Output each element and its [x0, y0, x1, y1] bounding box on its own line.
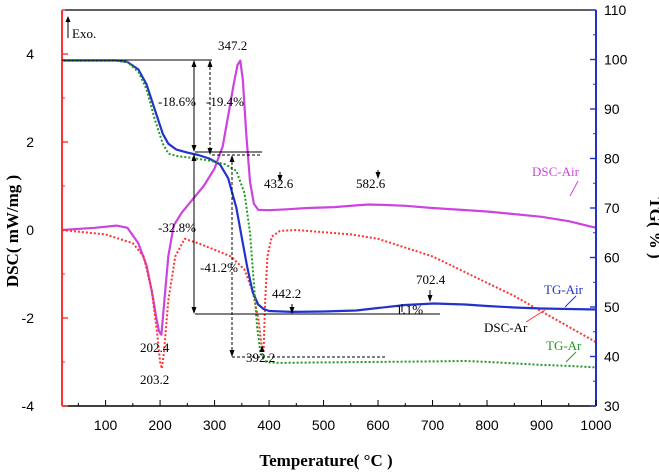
mass-loss-guides — [62, 59, 440, 358]
y-left-tick-label: 0 — [26, 222, 34, 238]
arrowhead-icon — [191, 307, 197, 314]
series-line-tg-ar — [62, 59, 597, 369]
peak-label-203: 203.2 — [140, 372, 169, 387]
arrowhead-icon — [277, 175, 283, 182]
y-right-tick-label: 50 — [604, 299, 620, 315]
mass-loss-label-32-8: -32.8% — [158, 220, 196, 235]
peak-label-392: 392.2 — [246, 350, 275, 365]
arrowhead-icon — [375, 172, 381, 179]
arrowhead-icon — [229, 155, 235, 162]
peak-label-432: 432.6 — [264, 176, 294, 191]
peak-label-202: 202.4 — [140, 340, 170, 355]
arrowhead-icon — [289, 307, 295, 314]
arrowhead-icon — [191, 145, 197, 152]
series-pointer-tg-air — [564, 295, 577, 308]
y-right-tick-label: 90 — [604, 101, 620, 117]
x-tick-label: 400 — [257, 417, 281, 433]
arrowhead-icon — [427, 295, 433, 302]
y-right-tick-label: 70 — [604, 200, 620, 216]
axes-layer: 100 200 300 400 500 600 700 800 900 1000 -4 -2 0 2 4 30… — [22, 2, 628, 433]
arrowhead-icon — [191, 60, 197, 67]
x-tick-label: 1000 — [580, 417, 611, 433]
x-tick-label: 700 — [421, 417, 445, 433]
y-left-tick-label: 2 — [26, 134, 34, 150]
y-right-tick-label: 110 — [604, 2, 627, 18]
arrowhead-icon — [207, 60, 213, 67]
exo-indicator: Exo. — [65, 16, 96, 41]
point-label-442: 442.2 — [272, 286, 301, 301]
series-line-tg-air — [62, 59, 597, 313]
series-pointer-tg-ar — [565, 351, 577, 363]
guide-arrowheads — [191, 60, 433, 357]
series-label-tg-air: TG-Air — [544, 282, 584, 297]
annotation-leaders — [279, 170, 431, 309]
series-line-dsc-air — [61, 59, 597, 336]
series-label-tg-ar: TG-Ar — [546, 338, 582, 353]
series-label-dsc-air: DSC-Air — [532, 164, 580, 179]
x-tick-label: 500 — [312, 417, 336, 433]
y-left-axis-title: DSC( mW/mg ) — [3, 175, 22, 287]
series-labels: DSC-Air DSC-Ar TG-Air TG-Ar — [484, 164, 584, 363]
x-tick-label: 900 — [530, 417, 554, 433]
y-left-tick-label: -2 — [22, 310, 35, 326]
annotations: 347.2 -18.6% -19.4% 432.6 582.6 -32.8% -… — [140, 38, 446, 387]
x-axis-title: Temperature( °C ) — [259, 451, 392, 470]
series-line-dsc-ar — [61, 229, 597, 370]
x-tick-label: 600 — [366, 417, 390, 433]
arrowhead-icon — [207, 148, 213, 155]
mass-loss-label-19-4: -19.4% — [206, 94, 244, 109]
y-right-tick-label: 30 — [604, 398, 620, 414]
y-right-tick-label: 80 — [604, 151, 620, 167]
peak-label-582: 582.6 — [356, 176, 386, 191]
y-right-axis-title: TG( % ) — [646, 197, 659, 258]
mass-loss-label-41-2: -41.2% — [200, 260, 238, 275]
y-right-tick-label: 60 — [604, 250, 620, 266]
x-tick-label: 300 — [203, 417, 227, 433]
arrowhead-icon — [259, 345, 265, 352]
mass-gain-label-1-1: 1.1% — [396, 302, 423, 317]
x-tick-label: 200 — [148, 417, 172, 433]
series-label-dsc-ar: DSC-Ar — [484, 320, 528, 335]
marks-layer — [61, 59, 597, 370]
y-right-tick-label: 100 — [604, 52, 628, 68]
y-right-tick-label: 40 — [604, 349, 620, 365]
peak-label-347: 347.2 — [218, 38, 247, 53]
arrowhead-icon — [229, 350, 235, 357]
y-left-tick-label: 4 — [26, 46, 34, 62]
series-pointer-dsc-ar — [525, 309, 546, 323]
point-label-702: 702.4 — [416, 272, 446, 287]
x-tick-label: 800 — [475, 417, 499, 433]
x-tick-label: 100 — [94, 417, 118, 433]
exo-label: Exo. — [72, 26, 96, 41]
y-left-tick-label: -4 — [22, 398, 35, 414]
arrowhead-icon — [191, 154, 197, 161]
exo-arrowhead-icon — [65, 16, 71, 22]
series-pointer-dsc-air — [569, 180, 579, 197]
mass-loss-label-18-6: -18.6% — [158, 94, 196, 109]
